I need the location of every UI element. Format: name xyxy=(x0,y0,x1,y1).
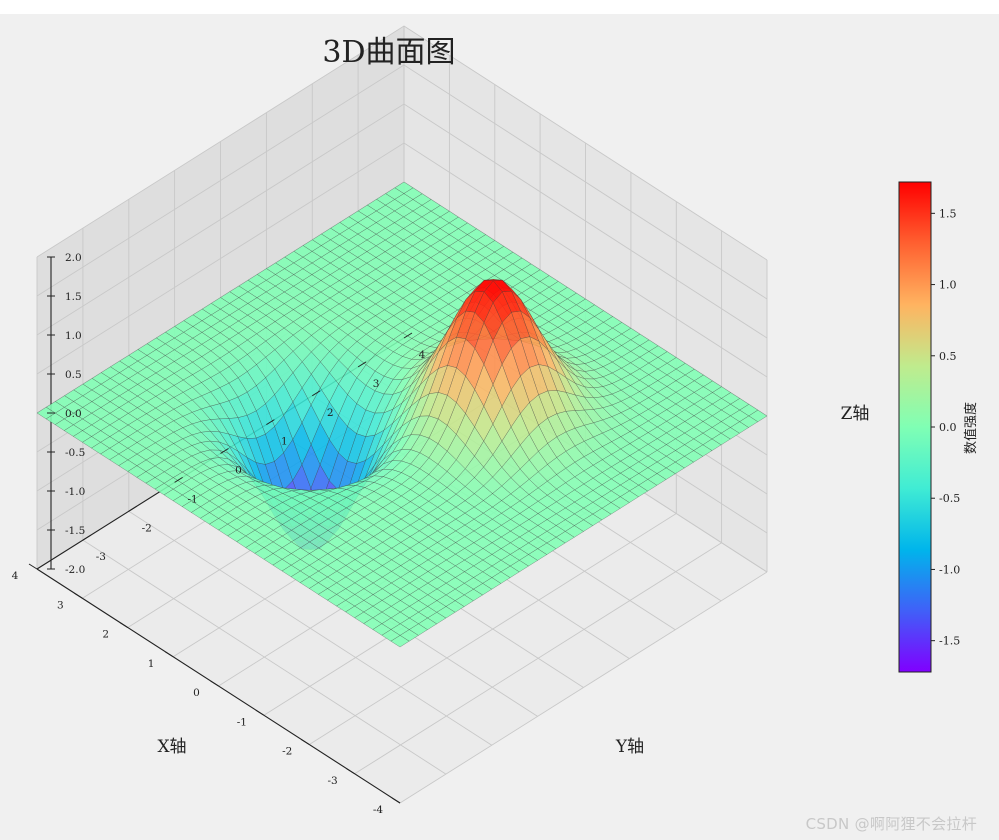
x-tick-mark xyxy=(164,651,174,658)
x-tick-mark xyxy=(255,709,265,716)
x-axis-label: X轴 xyxy=(157,737,186,757)
y-tick-mark xyxy=(311,390,321,397)
x-tick-mark xyxy=(74,592,83,599)
watermark-text: CSDN @啊阿狸不会拉杆 xyxy=(805,815,977,833)
x-tick-label: -4 xyxy=(373,804,384,816)
colorbar-tick-label: 0.5 xyxy=(939,350,957,363)
tick-labels: -4 -3 -2 -1 0 1 2 3 4 -3 -2 -1 0 1 2 3 4 -2.0 -1.5 -1.0 -0.5… xyxy=(12,252,426,816)
wall-grid-line xyxy=(36,142,768,378)
y-tick-mark xyxy=(128,505,138,512)
surface-mesh xyxy=(36,181,768,648)
z-tick-label: 0.5 xyxy=(65,369,82,381)
colorbar: -1.5 -1.0 -0.5 0.0 0.5 1.0 1.5 数值强度 xyxy=(898,181,979,673)
wall-grid-line xyxy=(36,25,768,261)
chart-title: 3D曲面图 xyxy=(322,35,455,70)
top-strip xyxy=(0,0,999,14)
x-tick-mark xyxy=(28,563,38,570)
y-tick-mark xyxy=(403,332,413,339)
y-tick-label: 2 xyxy=(327,407,334,419)
x-tick-label: -1 xyxy=(237,716,247,728)
y-tick-label: -1 xyxy=(188,493,198,505)
z-tick-label: 1.0 xyxy=(65,330,82,342)
x-tick-label: -3 xyxy=(328,775,338,787)
y-tick-label: 1 xyxy=(281,436,288,448)
x-tick-label: 4 xyxy=(12,570,19,582)
z-tick-label: 1.5 xyxy=(65,291,82,303)
x-tick-mark xyxy=(391,797,401,804)
y-tick-label: 0 xyxy=(235,465,242,477)
z-tick-label: -1.5 xyxy=(65,525,85,537)
wall-grid-line xyxy=(36,103,768,339)
colorbar-label: 数值强度 xyxy=(963,402,979,454)
wall-grid-line xyxy=(36,64,768,300)
z-axis-label: Z轴 xyxy=(841,404,870,424)
surface-cell xyxy=(390,635,410,648)
x-tick-label: 0 xyxy=(193,687,200,699)
y-tick-label: 4 xyxy=(419,349,426,361)
z-tick-label: -0.5 xyxy=(65,447,85,459)
x-tick-label: 3 xyxy=(57,599,64,611)
x-tick-label: -2 xyxy=(282,746,292,758)
y-tick-mark xyxy=(82,534,92,541)
colorbar-tick-label: 1.5 xyxy=(939,207,957,220)
colorbar-gradient xyxy=(898,181,932,673)
x-tick-label: 1 xyxy=(148,658,155,670)
x-tick-mark xyxy=(119,622,129,628)
y-tick-mark xyxy=(266,419,275,426)
colorbar-tick-label: -0.5 xyxy=(939,492,960,505)
z-tick-label: -2.0 xyxy=(65,564,85,576)
colorbar-tick-label: 1.0 xyxy=(939,279,957,292)
x-tick-mark xyxy=(210,680,219,687)
x-tick-mark xyxy=(300,739,310,745)
y-tick-label: 3 xyxy=(373,378,380,390)
z-tick-label: 0.0 xyxy=(65,408,82,420)
colorbar-tick-label: -1.0 xyxy=(939,563,960,576)
y-tick-mark xyxy=(357,361,367,368)
z-tick-label: -1.0 xyxy=(65,486,85,498)
colorbar-tick-label: 0.0 xyxy=(939,421,957,434)
x-tick-mark xyxy=(346,768,355,775)
y-tick-label: -2 xyxy=(142,522,152,534)
y-tick-label: -3 xyxy=(96,551,106,563)
y-tick-mark xyxy=(174,476,183,483)
colorbar-tick-label: -1.5 xyxy=(939,635,960,648)
y-axis-label: Y轴 xyxy=(615,737,644,757)
z-tick-label: 2.0 xyxy=(65,252,82,264)
x-tick-label: 2 xyxy=(102,629,109,641)
y-tick-mark xyxy=(220,448,229,454)
